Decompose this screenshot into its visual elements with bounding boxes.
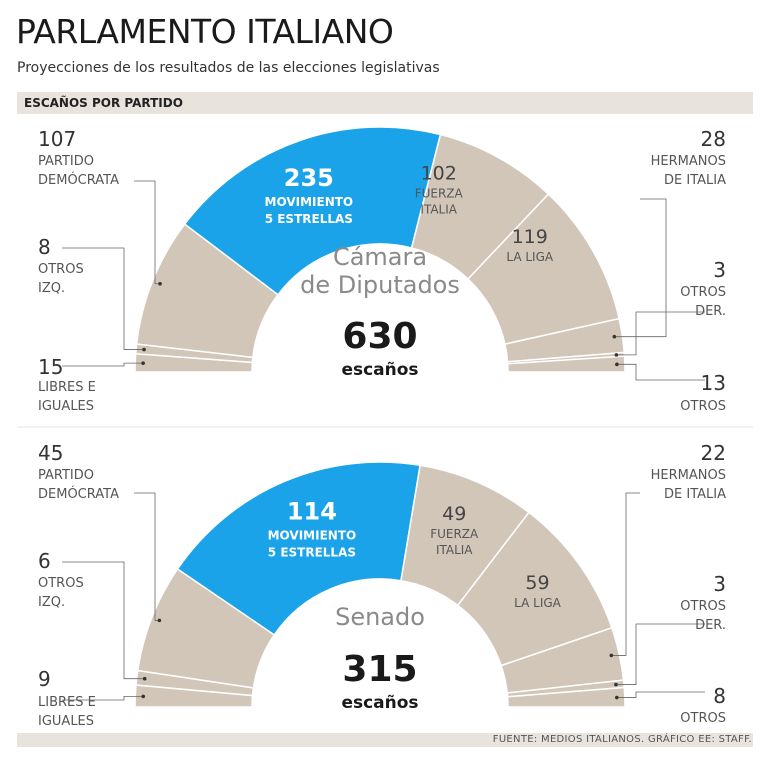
seat-segment [506,686,626,708]
chamber-chart: 114 MOVIMIENTO 5 ESTRELLAS 49 FUERZA ITALIA 59… [38,441,726,729]
party-seat-count: 22 [701,441,726,465]
party-name: DE ITALIA [664,173,726,188]
party-seat-count: 107 [38,127,76,151]
total-seats: 630 [342,316,417,357]
leader-dot [157,618,162,623]
segment-label: FUERZA [415,186,464,200]
segment-label: LA LIGA [514,596,562,610]
party-name: PARTIDO [38,468,94,483]
leader-line [62,247,145,350]
seat-segment [176,461,421,636]
leader-dot [141,694,146,699]
leader-dot [612,334,617,339]
party-name: OTROS [680,285,726,300]
segment-label: ITALIA [420,202,457,216]
leader-dot [614,353,619,357]
leader-line [614,198,667,338]
footer-bar [17,733,753,747]
leader-line [616,363,705,381]
leader-line [134,492,160,621]
party-name: OTROS [38,262,84,277]
leader-dot [615,362,619,367]
leader-dot [614,682,618,687]
party-name: LIBRES E [38,695,96,710]
party-seat-count: 13 [701,371,726,395]
leader-line [62,362,144,367]
segment-value: 114 [287,498,337,526]
party-name: OTROS [680,711,726,726]
party-seat-count: 8 [38,235,51,259]
leader-line [134,180,161,285]
party-seat-count: 45 [38,441,63,465]
leader-dot [141,361,145,365]
leader-line [616,311,705,356]
chamber-title: de Diputados [300,271,460,299]
segment-value: 59 [525,572,549,594]
party-name: HERMANOS [651,154,726,169]
party-name: OTROS [680,399,726,414]
leader-dot [609,653,614,658]
chamber-chart: 235 MOVIMIENTO 5 ESTRELLAS 102 FUERZA ITALIA 1… [38,126,726,414]
leader-dot [142,676,147,681]
segment-value: 119 [512,226,548,248]
segment-label: FUERZA [430,527,479,541]
leader-line [62,561,145,680]
section-header-bar [17,92,753,114]
segment-label: MOVIMIENTO [265,195,354,209]
seats-unit: escaños [341,693,418,713]
party-name: LIBRES E [38,380,96,395]
party-name: DE ITALIA [664,487,726,502]
party-seat-count: 3 [713,258,726,282]
party-name: DEMÓCRATA [38,486,119,502]
section-label: ESCAÑOS POR PARTIDO [24,96,183,110]
party-seat-count: 28 [701,127,726,151]
segment-label: 5 ESTRELLAS [265,212,353,226]
party-name: PARTIDO [38,154,94,169]
leader-line [615,623,705,685]
leader-dot [142,347,146,352]
chamber-title: Senado [335,603,425,631]
chamber-title: Cámara [333,243,427,271]
party-name: IGUALES [38,399,94,414]
leader-line [62,695,144,701]
party-name: IGUALES [38,714,94,729]
party-seat-count: 3 [713,572,726,596]
party-name: DER. [695,304,726,319]
seat-segment [506,355,626,373]
party-name: OTROS [38,576,84,591]
party-seat-count: 6 [38,549,51,573]
total-seats: 315 [342,649,417,690]
segment-label: MOVIMIENTO [268,529,357,543]
segment-label: ITALIA [436,543,473,557]
party-name: HERMANOS [651,468,726,483]
segment-value: 102 [421,162,457,184]
segment-label: 5 ESTRELLAS [268,546,356,560]
leader-line [611,492,640,656]
leader-line [616,691,705,698]
party-name: DEMÓCRATA [38,172,119,188]
party-name: DER. [695,618,726,633]
seat-segment [183,126,442,296]
party-seat-count: 8 [713,684,726,708]
seats-unit: escaños [341,360,418,380]
party-name: IZQ. [38,595,65,610]
party-name: OTROS [680,599,726,614]
leader-dot [158,281,162,286]
party-name: IZQ. [38,281,65,296]
leader-dot [615,695,619,700]
segment-value: 235 [284,164,334,192]
source-note: FUENTE: MEDIOS ITALIANOS. GRÁFICO EE: ST… [492,734,752,745]
segment-value: 49 [442,503,466,525]
segment-label: LA LIGA [506,250,554,264]
page-title: PARLAMENTO ITALIANO [16,12,394,51]
party-seat-count: 15 [38,355,63,379]
page-subtitle: Proyecciones de los resultados de las el… [17,60,440,76]
party-seat-count: 9 [38,667,51,691]
